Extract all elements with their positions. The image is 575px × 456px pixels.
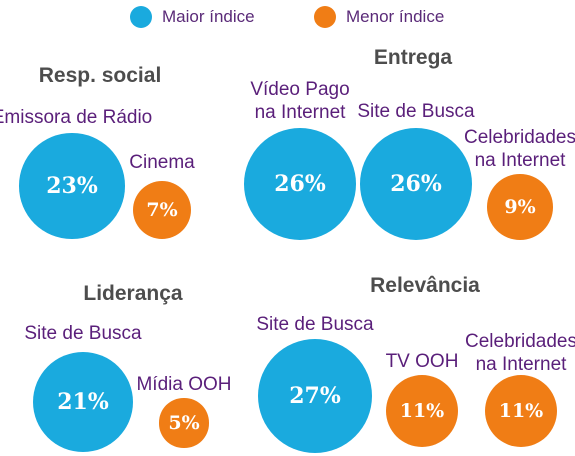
bubble-category-label: Cinema xyxy=(129,152,195,173)
bubble-value-label: 26% xyxy=(274,170,326,197)
bubble-min: 7% xyxy=(132,180,191,239)
bubble-value-label: 21% xyxy=(57,388,109,415)
chart-legend: Maior índice Menor índice xyxy=(0,6,575,30)
panel-title: Relevância xyxy=(370,274,480,297)
bubble-category-label: TV OOH xyxy=(385,351,459,372)
bubble-category-label: Site de Busca xyxy=(357,101,475,122)
bubble-category-label: Site de Busca xyxy=(256,314,374,335)
bubble-min: 9% xyxy=(487,174,553,240)
legend-item-max: Maior índice xyxy=(130,6,255,28)
legend-swatch-max xyxy=(130,6,152,28)
bubble-min: 5% xyxy=(159,398,209,448)
panel-title: Liderança xyxy=(83,282,183,305)
bubble-max: 26% xyxy=(360,128,472,240)
bubble-value-label: 11% xyxy=(399,399,445,422)
panel-title: Resp. social xyxy=(38,64,162,87)
bubble-category-label: Emissora de Rádio xyxy=(0,107,153,128)
bubble-min: 11% xyxy=(484,374,558,448)
bubble-category-label: Mídia OOH xyxy=(136,374,232,395)
bubble-category-label: Vídeo Pago na Internet xyxy=(250,79,350,123)
bubble-max: 27% xyxy=(258,339,372,453)
bubble-value-label: 7% xyxy=(146,198,178,221)
bubble-value-label: 26% xyxy=(390,170,442,197)
bubble-min: 11% xyxy=(385,374,459,448)
bubble-max: 23% xyxy=(19,133,125,239)
legend-label-min: Menor índice xyxy=(346,7,445,26)
bubble-category-label: Celebridades na Internet xyxy=(464,127,575,171)
legend-swatch-min xyxy=(314,6,336,28)
bubble-value-label: 5% xyxy=(168,411,200,434)
bubble-max: 26% xyxy=(244,128,356,240)
bubble-value-label: 9% xyxy=(504,195,536,218)
bubble-value-label: 11% xyxy=(498,399,544,422)
bubble-max: 21% xyxy=(32,351,134,453)
bubble-value-label: 23% xyxy=(46,172,98,199)
bubble-value-label: 27% xyxy=(289,383,341,409)
panel-title: Entrega xyxy=(373,46,453,69)
bubble-category-label: Site de Busca xyxy=(24,323,142,344)
legend-label-max: Maior índice xyxy=(162,7,255,26)
bubble-category-label: Celebridades na Internet xyxy=(465,331,575,375)
legend-item-min: Menor índice xyxy=(314,6,444,28)
